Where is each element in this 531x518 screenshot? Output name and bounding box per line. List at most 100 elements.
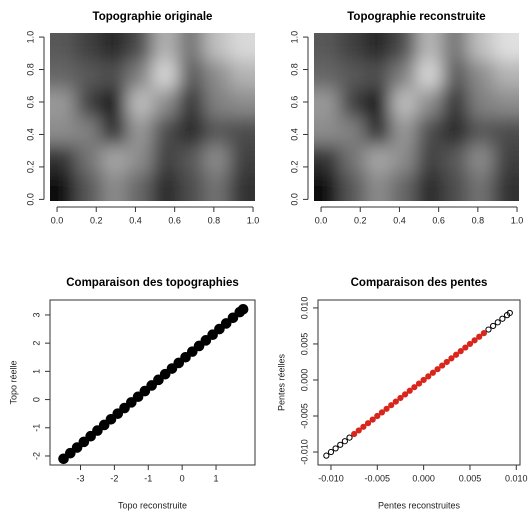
x-tick-label: -0.005 [365,473,391,483]
point [139,385,151,397]
point [494,319,501,326]
x-tick-label: 0.6 [432,215,445,225]
heatmap-cell [75,173,103,201]
heatmap [50,33,255,201]
point [457,348,464,355]
point [132,391,144,403]
y-tick-label: 0.0 [289,193,299,206]
heatmap-cell [152,33,180,62]
point [351,430,358,438]
heatmap-cell [203,173,231,201]
heatmap-cell [101,145,128,174]
heatmap-cell [75,117,103,146]
heatmap-cell [416,117,444,146]
x-tick-label: -3 [76,473,84,483]
chart-title: Comparaison des pentes [351,277,488,289]
point [415,380,423,387]
x-tick-label: 0.8 [208,215,221,225]
x-tick-label: 0.8 [472,215,485,225]
heatmap-cell [365,61,392,90]
point [392,398,399,405]
heatmap-cell [203,89,231,118]
x-axis-label: Pentes reconstruites [378,500,461,510]
heatmap-cell [126,89,154,118]
x-tick-label: 0 [180,473,185,483]
heatmap-cell [390,117,418,146]
heatmap-cell [365,89,392,118]
heatmap-cell [442,61,469,90]
x-tick-label: -2 [110,473,118,483]
heatmap-cell [467,89,495,118]
point [207,329,218,340]
point [402,391,409,398]
heatmap-cell [339,61,367,90]
heatmap-cell [493,61,519,90]
point [105,414,117,425]
point [411,384,418,391]
point [355,427,362,434]
heatmap-cell [493,173,519,201]
y-tick-label: 0.0 [25,193,35,206]
y-tick-label: 1 [31,369,41,374]
point [506,309,513,317]
heatmap-cell [390,89,418,118]
point [346,434,353,441]
x-tick-label: 0.000 [412,473,435,483]
heatmap-cell [339,173,367,201]
heatmap-cell [365,33,392,62]
point [173,357,185,369]
x-tick-label: 0.2 [90,215,103,225]
heatmap-cell [493,33,519,62]
heatmap-cell [314,173,341,201]
point [92,425,103,436]
point [112,408,124,419]
heatmap-cell [314,145,341,174]
y-tick-label: 0.4 [25,128,35,141]
heatmap-cell [416,145,444,174]
heatmap-cell [467,117,495,146]
point [85,430,96,442]
point [452,351,460,358]
heatmap-cells [314,33,519,201]
heatmap-cell [365,145,392,174]
y-tick-label: 0 [31,397,41,402]
x-tick-label: 1.0 [247,215,260,225]
heatmap-cell [467,145,495,174]
heatmap-cell [339,145,367,174]
heatmap-cell [203,33,231,62]
point [327,448,335,456]
heatmap-cell [467,61,495,90]
heatmap-cell [390,33,418,62]
heatmap-cell [493,89,519,118]
point [159,368,171,380]
point [406,387,413,394]
point [462,344,469,351]
y-tick-label: 0.6 [25,96,35,109]
heatmap-cell [416,61,444,90]
heatmap-cell [339,33,367,62]
point [360,423,367,430]
heatmap-cell [390,61,418,90]
point [448,355,455,362]
y-tick-label: 0.8 [25,63,35,76]
heatmap-cell [416,173,444,201]
point [71,442,83,453]
point [146,380,157,391]
point [58,453,69,465]
heatmap-cell [203,61,231,90]
heatmap [314,33,519,201]
point [341,438,348,445]
point [214,323,225,335]
heatmap-cell [229,173,255,201]
chart-title: Comparaison des topographies [66,277,239,289]
heatmap-cell [101,61,128,90]
point [480,330,487,337]
heatmap-cell [390,145,418,174]
point [65,447,76,459]
chart-title: Topographie originale [93,11,213,23]
point [193,340,205,352]
heatmap-cell [152,145,180,174]
point [388,402,395,409]
heatmap-cell [467,173,495,201]
heatmap-cell [178,117,205,146]
